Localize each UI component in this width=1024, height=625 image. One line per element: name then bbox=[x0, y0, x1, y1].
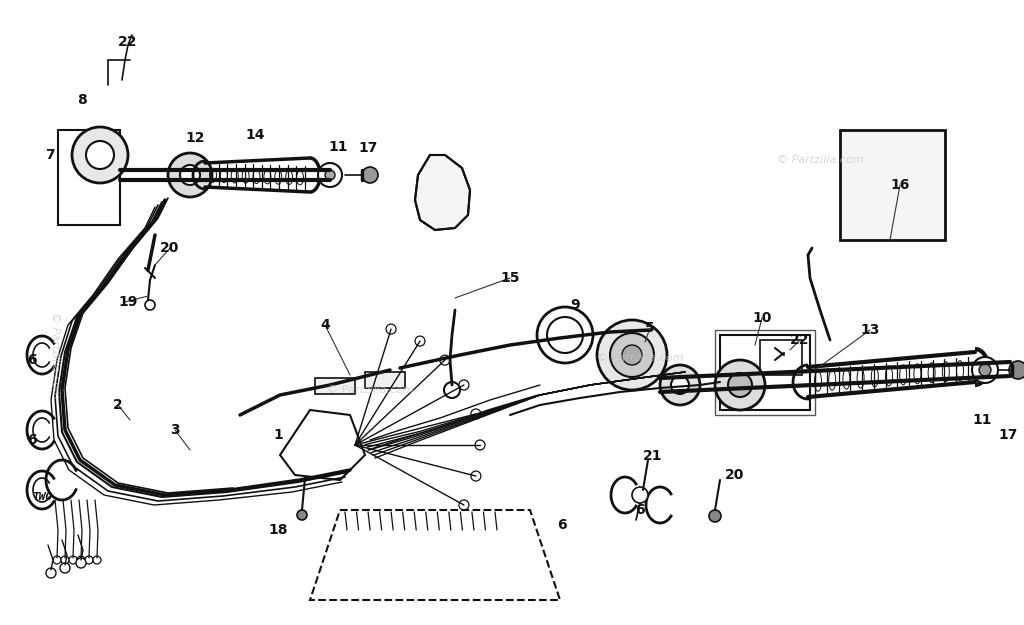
Circle shape bbox=[297, 510, 307, 520]
Text: 13: 13 bbox=[860, 323, 880, 337]
Text: 18: 18 bbox=[268, 523, 288, 537]
Bar bbox=[715, 330, 815, 415]
Bar bbox=[760, 340, 802, 375]
Text: 16: 16 bbox=[890, 178, 909, 192]
Text: 2: 2 bbox=[113, 398, 123, 412]
Text: 5: 5 bbox=[645, 321, 655, 335]
Circle shape bbox=[180, 165, 200, 185]
Circle shape bbox=[325, 170, 335, 180]
Circle shape bbox=[709, 510, 721, 522]
Circle shape bbox=[471, 409, 481, 419]
Circle shape bbox=[597, 320, 667, 390]
Circle shape bbox=[471, 471, 481, 481]
Circle shape bbox=[168, 153, 212, 197]
Text: 22: 22 bbox=[118, 35, 138, 49]
Circle shape bbox=[475, 440, 485, 450]
Text: 6: 6 bbox=[635, 503, 645, 517]
Circle shape bbox=[145, 300, 155, 310]
Circle shape bbox=[1009, 361, 1024, 379]
Text: 17: 17 bbox=[998, 428, 1018, 442]
Circle shape bbox=[386, 324, 396, 334]
Text: 11: 11 bbox=[329, 140, 348, 154]
Circle shape bbox=[660, 365, 700, 405]
Circle shape bbox=[440, 355, 450, 365]
Text: 12: 12 bbox=[185, 131, 205, 145]
Circle shape bbox=[77, 556, 85, 564]
Circle shape bbox=[69, 556, 77, 564]
Text: 6: 6 bbox=[557, 518, 567, 532]
Circle shape bbox=[72, 127, 128, 183]
Circle shape bbox=[61, 556, 69, 564]
Bar bbox=[58, 130, 120, 225]
Circle shape bbox=[459, 500, 469, 510]
Text: 17: 17 bbox=[358, 141, 378, 155]
Text: 19: 19 bbox=[119, 295, 137, 309]
Circle shape bbox=[671, 376, 689, 394]
Text: 10: 10 bbox=[753, 311, 772, 325]
Circle shape bbox=[86, 141, 114, 169]
Circle shape bbox=[85, 556, 93, 564]
Circle shape bbox=[972, 357, 998, 383]
Polygon shape bbox=[415, 155, 470, 230]
Circle shape bbox=[415, 336, 425, 346]
Circle shape bbox=[76, 558, 86, 568]
Text: 14: 14 bbox=[246, 128, 265, 142]
Circle shape bbox=[622, 345, 642, 365]
Circle shape bbox=[459, 380, 469, 390]
Circle shape bbox=[610, 333, 654, 377]
Circle shape bbox=[632, 487, 648, 503]
Text: © Partzilla.com: © Partzilla.com bbox=[327, 385, 414, 395]
Circle shape bbox=[53, 556, 61, 564]
Circle shape bbox=[979, 364, 991, 376]
Circle shape bbox=[444, 382, 460, 398]
Circle shape bbox=[46, 568, 56, 578]
Text: 8: 8 bbox=[77, 93, 87, 107]
Bar bbox=[365, 372, 406, 388]
Text: 1: 1 bbox=[273, 428, 283, 442]
Bar bbox=[720, 335, 810, 410]
Text: 21: 21 bbox=[643, 449, 663, 463]
Text: 6: 6 bbox=[28, 353, 37, 367]
Text: 6: 6 bbox=[28, 433, 37, 447]
Text: © Partzilla.com: © Partzilla.com bbox=[776, 155, 863, 165]
Text: 11: 11 bbox=[972, 413, 992, 427]
Text: 20: 20 bbox=[161, 241, 179, 255]
Circle shape bbox=[362, 167, 378, 183]
Circle shape bbox=[728, 373, 752, 397]
Circle shape bbox=[715, 360, 765, 410]
Text: 9: 9 bbox=[570, 298, 580, 312]
Text: 22: 22 bbox=[791, 333, 810, 347]
Bar bbox=[315, 378, 355, 394]
Text: 3: 3 bbox=[170, 423, 180, 437]
Text: © Partzilla.com: © Partzilla.com bbox=[597, 353, 683, 363]
Text: © Partzilla.com: © Partzilla.com bbox=[50, 312, 60, 398]
Text: 7: 7 bbox=[45, 148, 55, 162]
Text: 4: 4 bbox=[321, 318, 330, 332]
Circle shape bbox=[60, 563, 70, 573]
Bar bbox=[840, 130, 945, 240]
Circle shape bbox=[318, 163, 342, 187]
Text: TWO: TWO bbox=[32, 492, 52, 502]
Circle shape bbox=[93, 556, 101, 564]
Text: 20: 20 bbox=[725, 468, 744, 482]
Text: 15: 15 bbox=[501, 271, 520, 285]
